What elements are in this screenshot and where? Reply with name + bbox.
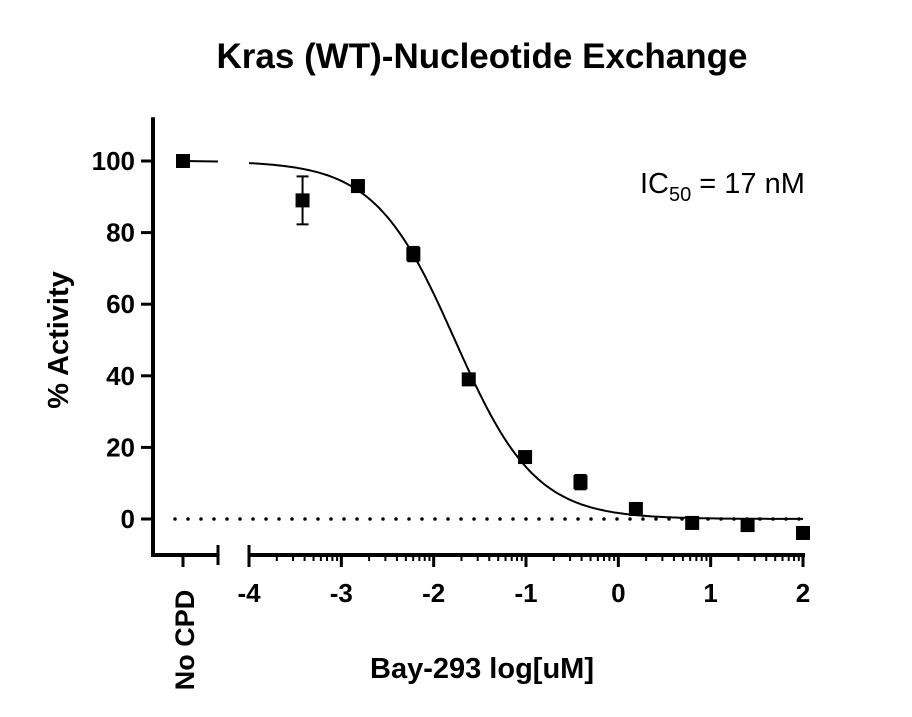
data-point: [295, 193, 310, 208]
data-point: [796, 525, 810, 540]
ic50-suffix: = 17 nM: [691, 168, 805, 200]
ic50-prefix: IC: [640, 168, 669, 200]
y-axis-label: % Activity: [43, 271, 75, 409]
fit-curve: [248, 162, 803, 520]
y-tick-label: 40: [106, 361, 135, 391]
x-tick-label: 1: [703, 578, 717, 608]
y-tick-label: 20: [106, 432, 135, 462]
ic50-annotation: IC50 = 17 nM: [640, 168, 805, 206]
data-point: [461, 372, 476, 387]
y-tick-label: 100: [92, 146, 135, 176]
x-tick-label: -4: [237, 578, 261, 608]
data-point: [740, 518, 755, 533]
y-tick-label: 80: [106, 218, 135, 248]
x-axis-label: Bay-293 log[uM]: [370, 653, 594, 685]
y-tick-label: 60: [106, 289, 135, 319]
x-tick-label: 0: [611, 578, 625, 608]
y-tick-label: 0: [121, 504, 135, 534]
x-tick-label: -2: [422, 578, 445, 608]
data-point: [628, 501, 643, 516]
data-point: [406, 247, 421, 262]
data-point: [518, 450, 533, 465]
chart-title: Kras (WT)-Nucleotide Exchange: [217, 37, 748, 76]
x-tick-label: 2: [796, 578, 810, 608]
ic50-subscript: 50: [669, 184, 691, 206]
data-point: [573, 475, 588, 490]
data-point: [350, 179, 365, 194]
x-tick-label: -1: [514, 578, 537, 608]
x-tick-label: -3: [330, 578, 353, 608]
control-label: No CPD: [170, 590, 200, 691]
data-point: [685, 515, 700, 530]
control-data-point: [176, 154, 190, 168]
